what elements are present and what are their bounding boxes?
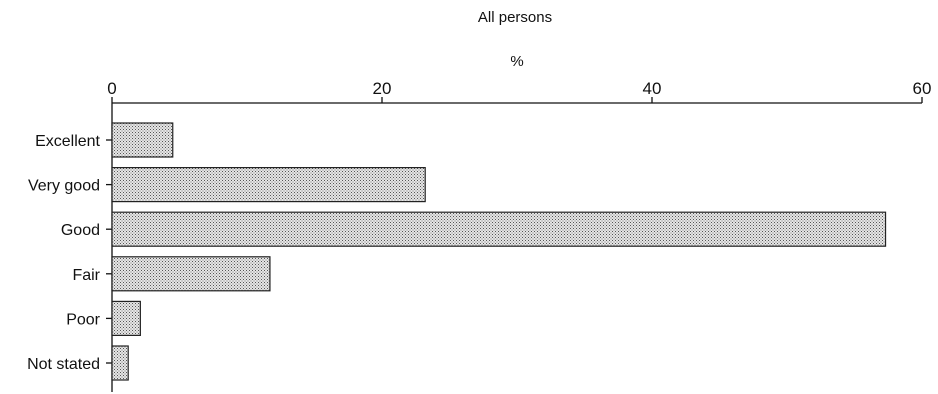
category-label: Not stated (27, 356, 100, 373)
category-label: Poor (66, 311, 100, 328)
x-tick-label: 40 (643, 79, 662, 98)
bar (111, 300, 141, 336)
bar (111, 167, 426, 203)
bar (111, 122, 174, 158)
category-label: Very good (28, 178, 100, 195)
bar (111, 211, 887, 247)
category-label: Excellent (35, 133, 100, 150)
bar (111, 345, 129, 381)
bars (111, 122, 887, 381)
x-tick-label: 0 (107, 79, 116, 98)
category-labels: Excellent Very good Good Fair Poor Not stated (27, 133, 101, 373)
category-label: Fair (72, 267, 100, 284)
category-label: Good (61, 222, 100, 239)
x-tick-label: 60 (913, 79, 932, 98)
axis-unit-label: % (510, 53, 523, 70)
bar (111, 256, 271, 292)
chart-title: All persons (478, 9, 552, 26)
x-tick-label: 20 (373, 79, 392, 98)
